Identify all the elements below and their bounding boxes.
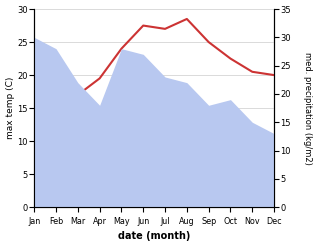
X-axis label: date (month): date (month): [118, 231, 190, 242]
Y-axis label: max temp (C): max temp (C): [5, 77, 15, 139]
Y-axis label: med. precipitation (kg/m2): med. precipitation (kg/m2): [303, 52, 313, 165]
